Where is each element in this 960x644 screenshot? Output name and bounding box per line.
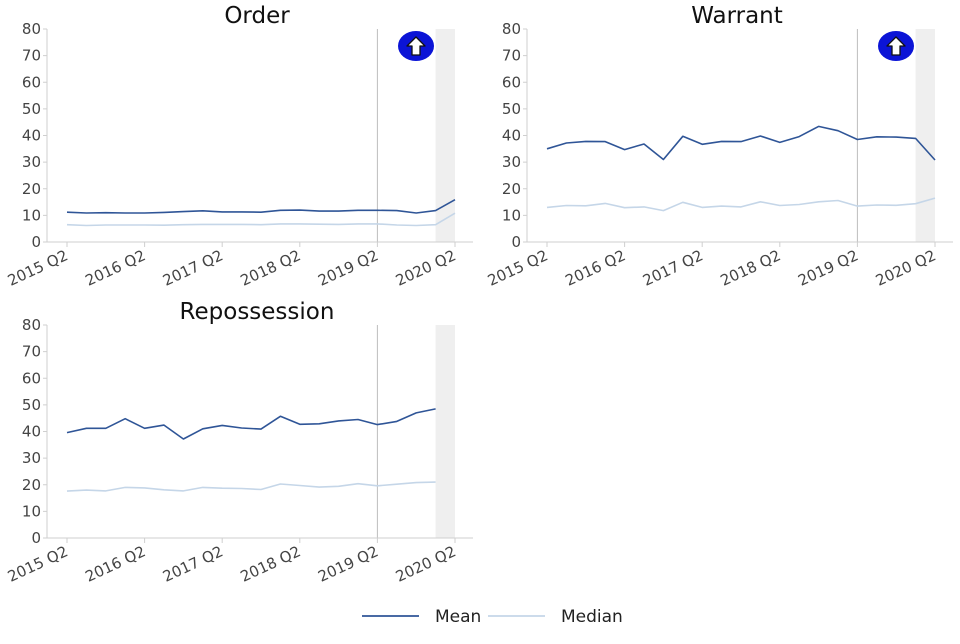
y-tick-label: 60 <box>22 369 41 387</box>
x-tick-label: 2020 Q2 <box>873 246 939 289</box>
x-tick-label: 2019 Q2 <box>795 246 861 289</box>
badge-arrow <box>406 36 426 56</box>
x-tick-label: 2015 Q2 <box>5 542 71 585</box>
y-tick-label: 40 <box>502 127 521 145</box>
y-tick-label: 60 <box>22 73 41 91</box>
y-tick-label: 70 <box>22 47 41 65</box>
y-tick-label: 80 <box>22 20 41 38</box>
y-tick-label: 50 <box>502 100 521 118</box>
chart-panel-3: 0 10 20 30 40 50 60 70 80 2015 Q2 2016 Q2 2017 Q2 20… <box>5 299 473 586</box>
y-tick-label: 0 <box>31 233 41 251</box>
y-tick-label: 30 <box>502 153 521 171</box>
x-tick-label: 2019 Q2 <box>315 246 381 289</box>
shaded-period-band <box>435 29 455 242</box>
y-tick-label: 20 <box>22 476 41 494</box>
y-tick-label: 70 <box>22 343 41 361</box>
arrow-up-icon <box>878 31 914 61</box>
legend-label-median: Median <box>561 607 623 627</box>
x-tick-label: 2019 Q2 <box>315 542 381 585</box>
chart-panel-1: 0 10 20 30 40 50 60 70 80 2015 Q2 2016 Q2 2017 Q2 20… <box>5 3 473 290</box>
series-line-median <box>66 212 456 227</box>
x-tick-label: 2017 Q2 <box>160 542 226 585</box>
shaded-period-band <box>435 325 455 538</box>
legend: Mean Median <box>362 607 623 627</box>
x-tick-label: 2017 Q2 <box>160 246 226 289</box>
legend-label-mean: Mean <box>435 607 481 627</box>
y-tick-label: 30 <box>22 153 41 171</box>
chart-title: Repossession <box>180 299 335 325</box>
x-tick-label: 2017 Q2 <box>640 246 706 289</box>
x-tick-label: 2016 Q2 <box>562 246 628 289</box>
series-line-mean <box>66 408 436 440</box>
arrow-up-icon <box>398 31 434 61</box>
chart-title: Order <box>224 3 290 29</box>
y-tick-label: 40 <box>22 127 41 145</box>
shaded-period-band <box>915 29 935 242</box>
y-tick-label: 10 <box>22 206 41 224</box>
y-tick-label: 30 <box>22 449 41 467</box>
x-tick-label: 2020 Q2 <box>393 542 459 585</box>
y-tick-label: 80 <box>502 20 521 38</box>
series-line-mean <box>546 125 936 161</box>
y-tick-label: 50 <box>22 100 41 118</box>
y-tick-label: 20 <box>22 180 41 198</box>
series-line-median <box>66 481 436 492</box>
x-tick-label: 2015 Q2 <box>485 246 551 289</box>
badge-arrow <box>886 36 906 56</box>
y-tick-label: 10 <box>22 502 41 520</box>
x-tick-label: 2015 Q2 <box>5 246 71 289</box>
x-tick-label: 2018 Q2 <box>238 246 304 289</box>
series-line-median <box>546 197 936 212</box>
chart-panel-2: 0 10 20 30 40 50 60 70 80 2015 Q2 2016 Q2 2017 Q2 20… <box>485 3 953 290</box>
x-tick-label: 2016 Q2 <box>82 542 148 585</box>
y-tick-label: 40 <box>22 423 41 441</box>
x-tick-label: 2020 Q2 <box>393 246 459 289</box>
y-tick-label: 60 <box>502 73 521 91</box>
y-tick-label: 50 <box>22 396 41 414</box>
x-tick-label: 2018 Q2 <box>238 542 304 585</box>
y-tick-label: 0 <box>31 529 41 547</box>
y-tick-label: 0 <box>511 233 521 251</box>
y-tick-label: 80 <box>22 316 41 334</box>
series-line-mean <box>66 199 456 214</box>
y-tick-label: 20 <box>502 180 521 198</box>
x-tick-label: 2016 Q2 <box>82 246 148 289</box>
y-tick-label: 70 <box>502 47 521 65</box>
y-tick-label: 10 <box>502 206 521 224</box>
chart-title: Warrant <box>691 3 783 29</box>
x-tick-label: 2018 Q2 <box>718 246 784 289</box>
